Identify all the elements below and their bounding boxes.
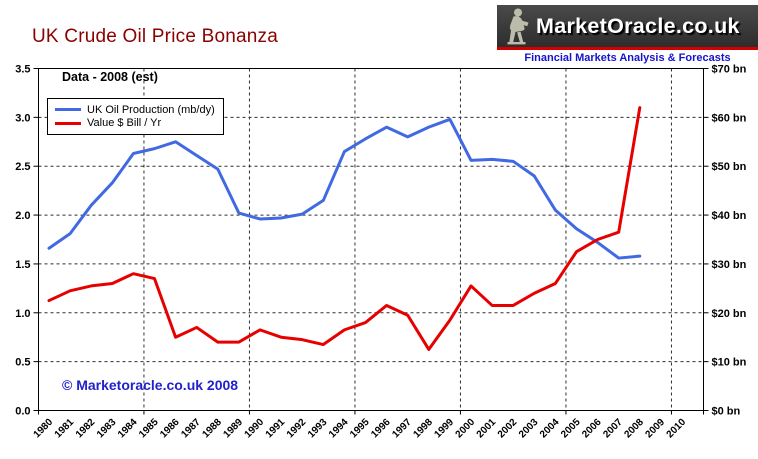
legend: UK Oil Production (mb/dy) Value $ Bill /… [47, 98, 224, 135]
x-axis-label: 1985 [137, 417, 161, 441]
left-axis-label: 0.0 [15, 406, 30, 418]
logo-banner: MarketOracle.co.uk [497, 5, 758, 47]
legend-label-production: UK Oil Production (mb/dy) [87, 103, 215, 116]
x-axis-label: 1986 [158, 417, 182, 441]
logo-tagline: Financial Markets Analysis & Forecasts [524, 52, 731, 64]
x-axis-label: 1981 [53, 417, 77, 441]
x-axis-label: 2000 [454, 417, 478, 441]
x-axis-label: 2003 [517, 417, 541, 441]
plot-border [38, 68, 704, 411]
right-axis-label: $30 bn [712, 259, 747, 271]
x-axis-label: 2002 [496, 417, 520, 441]
left-axis-label: 1.5 [15, 259, 30, 271]
x-axis-label: 1997 [390, 417, 414, 441]
legend-label-value: Value $ Bill / Yr [87, 117, 162, 130]
seated-reader-statue-icon [507, 8, 529, 45]
x-axis-label: 2008 [622, 417, 646, 441]
x-axis-label: 1984 [116, 417, 140, 441]
chart-title: UK Crude Oil Price Bonanza [32, 26, 278, 47]
x-axis-label: 1995 [348, 417, 372, 441]
right-axis-label: $40 bn [712, 210, 747, 222]
x-axis-label: 1987 [179, 417, 203, 441]
legend-item-production: UK Oil Production (mb/dy) [55, 104, 223, 116]
left-axis-label: 2.0 [15, 210, 30, 222]
x-axis-label: 1993 [306, 417, 330, 441]
x-axis-label: 2004 [538, 417, 562, 441]
x-axis-label: 1998 [411, 417, 435, 441]
left-axis-label: 0.5 [15, 357, 30, 369]
x-axis-label: 1980 [32, 417, 56, 441]
x-axis-label: 1990 [243, 417, 267, 441]
legend-item-value: Value $ Bill / Yr [55, 117, 223, 129]
x-axis-label: 1982 [74, 417, 98, 441]
left-axis-label: 3.5 [15, 64, 30, 76]
right-axis-label: $20 bn [712, 308, 747, 320]
x-axis-label: 1996 [369, 417, 393, 441]
x-axis-label: 2010 [665, 417, 689, 441]
logo-name: MarketOracle.co.uk [536, 13, 740, 38]
data-note: Data - 2008 (est) [62, 70, 158, 84]
right-axis-label: $70 bn [712, 64, 747, 76]
value-line [47, 106, 642, 351]
x-axis-label: 2009 [644, 417, 668, 441]
x-axis-label: 1994 [327, 417, 351, 441]
right-axis-label: $10 bn [712, 357, 747, 369]
copyright-text: © Marketoracle.co.uk 2008 [62, 377, 239, 393]
x-axis-label: 2001 [475, 417, 499, 441]
blue-line-sample-icon [55, 108, 81, 112]
production-line [47, 117, 642, 260]
x-axis-label: 1989 [222, 417, 246, 441]
x-axis-label: 1983 [95, 417, 119, 441]
left-axis-label: 3.0 [15, 112, 30, 124]
x-axis-label: 1999 [433, 417, 457, 441]
right-axis-label: $50 bn [712, 161, 747, 173]
logo-stripe [497, 47, 758, 50]
x-axis-label: 1991 [264, 417, 288, 441]
left-axis-label: 2.5 [15, 161, 30, 173]
x-axis-label: 1992 [285, 417, 309, 441]
x-axis-label: 2006 [580, 417, 604, 441]
x-axis-label: 1988 [200, 417, 224, 441]
logo: MarketOracle.co.uk Financial Markets Ana… [497, 5, 758, 64]
x-axis-label: 2007 [601, 417, 625, 441]
left-axis-label: 1.0 [15, 308, 30, 320]
red-line-sample-icon [55, 121, 81, 125]
right-axis-label: $0 bn [712, 406, 741, 418]
x-axis-label: 2005 [559, 417, 583, 441]
right-axis-label: $60 bn [712, 112, 747, 124]
